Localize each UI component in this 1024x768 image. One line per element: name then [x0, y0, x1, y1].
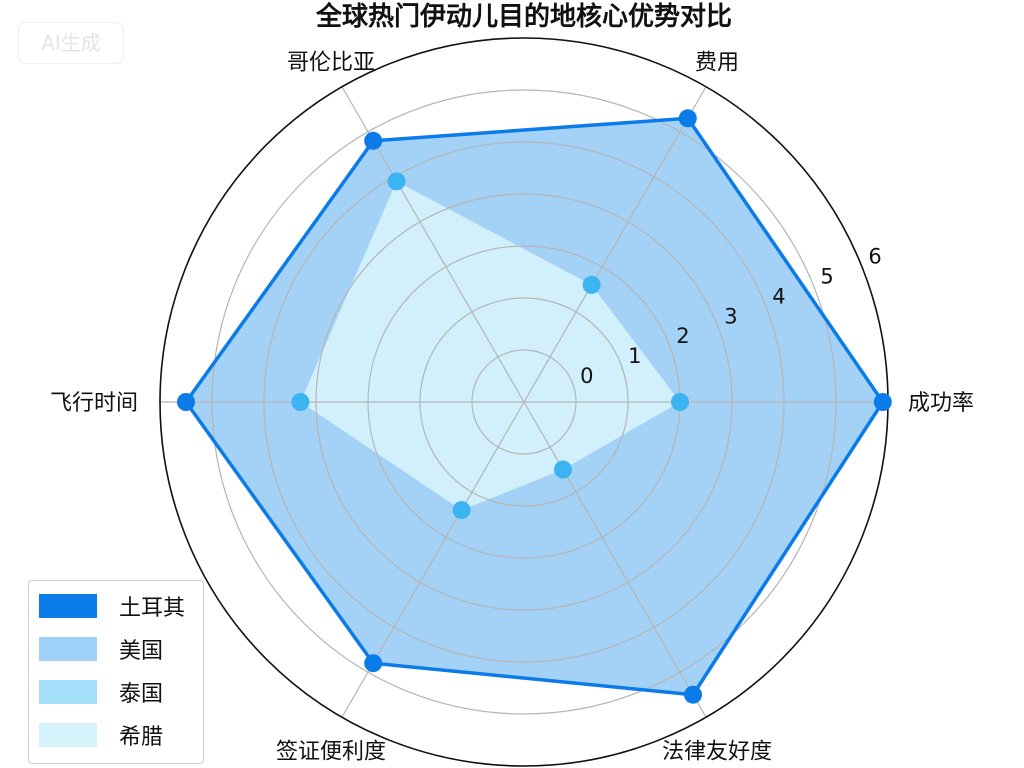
series-area-3: [300, 181, 680, 511]
data-point: [678, 109, 697, 128]
r-tick-label: 0: [580, 364, 593, 388]
data-point: [554, 460, 572, 479]
data-point: [364, 654, 383, 673]
data-point: [387, 172, 406, 191]
data-point: [364, 131, 383, 150]
data-point: [452, 501, 471, 520]
data-point: [582, 275, 601, 294]
grid-spoke: [523, 86, 707, 403]
legend: 土耳其 美国 泰国 希腊: [28, 580, 204, 764]
chart-title: 全球热门伊动儿目的地核心优势对比: [315, 2, 732, 32]
legend-label: 美国: [119, 639, 164, 664]
legend-item: 美国: [39, 634, 163, 664]
category-label: 哥伦比亚: [287, 51, 375, 76]
data-point: [671, 393, 689, 411]
data-point: [177, 393, 195, 411]
r-tick-label: 4: [772, 284, 785, 308]
legend-label: 希腊: [119, 725, 164, 750]
legend-item: 希腊: [39, 720, 163, 750]
data-point: [684, 685, 702, 704]
r-tick-label: 2: [676, 324, 689, 348]
legend-swatch: [39, 723, 97, 747]
data-point: [291, 393, 310, 411]
legend-item: 土耳其: [39, 591, 185, 621]
r-tick-label: 6: [868, 245, 881, 269]
data-point: [873, 393, 892, 411]
r-tick-label: 3: [724, 304, 737, 328]
legend-swatch: [39, 680, 97, 704]
category-label: 签证便利度: [276, 739, 386, 764]
category-label: 法律友好度: [662, 739, 772, 764]
category-label: 费用: [695, 51, 739, 76]
legend-label: 土耳其: [119, 596, 186, 621]
legend-swatch: [39, 594, 97, 618]
r-tick-label: 5: [820, 264, 833, 288]
category-label: 成功率: [908, 391, 974, 416]
category-label: 飞行时间: [50, 391, 138, 416]
grid-spoke: [523, 401, 707, 718]
legend-item: 泰国: [39, 677, 163, 707]
legend-swatch: [39, 637, 97, 661]
legend-label: 泰国: [119, 682, 164, 707]
ai-watermark: AI生成: [18, 22, 124, 64]
r-tick-label: 1: [628, 344, 641, 368]
